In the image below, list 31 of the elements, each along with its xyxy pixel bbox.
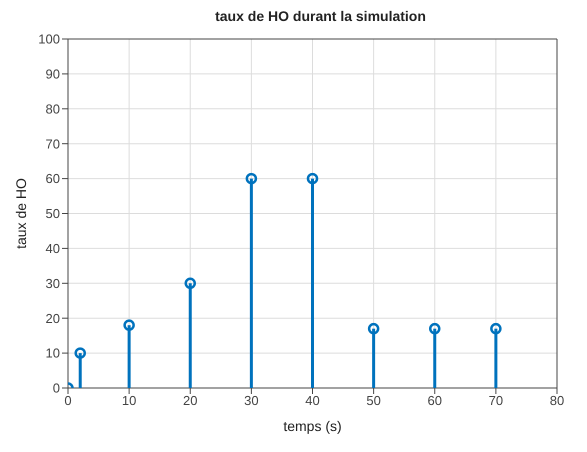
y-tick-label: 10 <box>46 346 60 361</box>
x-axis-title: temps (s) <box>283 418 342 434</box>
x-tick-label: 10 <box>122 393 136 408</box>
y-tick-label: 100 <box>38 32 60 47</box>
point <box>74 347 86 359</box>
point <box>123 319 135 331</box>
y-tick-label: 70 <box>46 136 60 152</box>
x-tick-label: 20 <box>183 393 198 408</box>
y-tick-label: 80 <box>46 101 60 116</box>
point <box>429 322 440 334</box>
x-tick-label: 60 <box>428 393 442 408</box>
x-tick-label: 0 <box>64 393 72 408</box>
x-tick-label: 30 <box>244 393 259 408</box>
x-tick-label: 80 <box>550 393 564 408</box>
x-tick-label: 40 <box>305 393 320 408</box>
y-tick-label: 30 <box>46 276 60 291</box>
y-tick-label: 60 <box>46 171 60 186</box>
point <box>306 172 318 184</box>
chart-title: taux de HO durant la simulation <box>214 8 427 26</box>
point <box>490 322 502 334</box>
y-tick-label: 20 <box>46 310 60 326</box>
y-tick-label: 40 <box>46 241 60 256</box>
y-tick-label: 50 <box>46 206 60 222</box>
point <box>246 172 258 184</box>
y-tick-label: 0 <box>52 380 60 396</box>
x-tick-label: 70 <box>488 393 504 408</box>
point <box>184 278 196 290</box>
y-axis-title: taux de HO <box>12 178 29 249</box>
x-tick-label: 50 <box>366 393 381 408</box>
point <box>368 322 380 334</box>
y-tick-label: 90 <box>46 66 60 82</box>
